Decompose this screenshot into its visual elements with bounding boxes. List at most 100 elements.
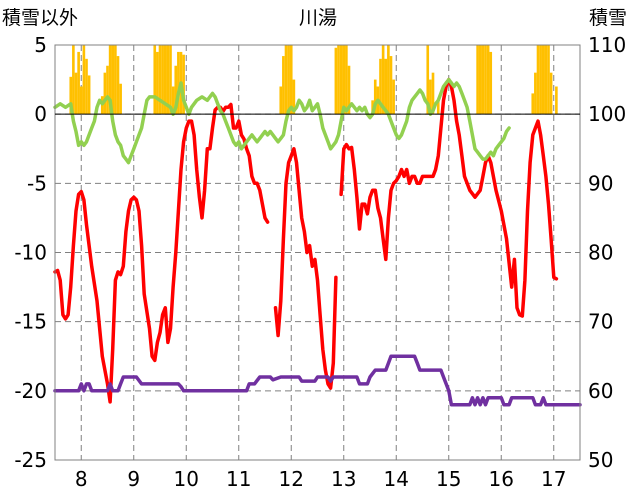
snow-bar — [384, 58, 388, 115]
y-left-tick-label: -15 — [14, 310, 47, 334]
snow-bar — [342, 45, 346, 115]
y-left-tick-label: 0 — [34, 102, 47, 126]
snow-bar — [169, 45, 172, 115]
snow-bar — [339, 45, 343, 115]
right-axis-title: 積雪 — [589, 7, 627, 29]
snow-bar — [119, 83, 122, 115]
snow-bar — [431, 72, 435, 115]
snowfall-bars — [69, 45, 558, 115]
snow-bar — [111, 45, 115, 115]
green-series-line — [53, 77, 511, 165]
snow-bar — [381, 45, 385, 115]
snow-bar — [72, 45, 75, 115]
snow-bar — [69, 76, 73, 115]
y-left-tick-label: -10 — [14, 241, 47, 265]
plot-frame — [54, 44, 581, 461]
snow-bar — [389, 56, 393, 115]
snow-bar — [531, 93, 535, 115]
x-tick-label: 16 — [489, 467, 514, 491]
snow-bar — [74, 72, 78, 115]
snow-bar — [544, 45, 548, 115]
snow-bar — [79, 86, 83, 115]
snow-bar — [489, 51, 493, 115]
y-right-tick-label: 110 — [588, 33, 626, 57]
left-axis-title: 積雪以外 — [2, 7, 78, 29]
snow-bar — [103, 72, 107, 115]
snow-bar — [114, 45, 117, 115]
snow-bar — [486, 45, 490, 115]
snow-bar — [116, 56, 120, 115]
snow-bar — [161, 45, 164, 115]
snow-bar — [337, 45, 340, 115]
snow-bar — [166, 45, 170, 115]
snow-bar — [555, 86, 558, 115]
y-left-tick-label: -25 — [14, 448, 47, 472]
snow-bar — [334, 47, 338, 115]
snow-bar — [279, 86, 283, 115]
snow-bar — [282, 56, 285, 115]
purple-series-line — [53, 354, 582, 407]
snow-bar — [429, 79, 432, 115]
snow-bar — [77, 51, 80, 115]
snow-bar — [287, 45, 290, 115]
snow-bar — [163, 45, 167, 115]
series-lines — [53, 77, 582, 407]
snow-bar — [534, 72, 537, 115]
snow-bar — [158, 45, 162, 115]
snow-bar — [292, 79, 296, 115]
y-right-tick-label: 70 — [588, 310, 613, 334]
snow-bar — [174, 65, 178, 115]
snow-bar — [347, 65, 351, 115]
snow-bar — [436, 100, 440, 115]
x-tick-label: 17 — [541, 467, 566, 491]
snow-bar — [182, 54, 185, 115]
snow-bar — [177, 51, 180, 115]
snow-bar — [284, 45, 288, 115]
snow-bar — [373, 79, 377, 115]
snow-bar — [153, 45, 157, 115]
snow-bar — [108, 45, 112, 115]
snow-bar — [345, 45, 348, 115]
snow-bar — [289, 45, 293, 115]
snow-bar — [476, 45, 479, 115]
snow-bar — [539, 45, 542, 115]
snow-bar — [156, 51, 159, 115]
snow-bar — [379, 58, 382, 115]
y-left-tick-label: -20 — [14, 379, 47, 403]
snow-bar — [171, 86, 175, 115]
y-left-tick-label: 5 — [34, 33, 47, 57]
snow-bar — [481, 45, 485, 115]
snow-bar — [82, 45, 86, 115]
snow-bar — [426, 45, 430, 115]
snow-bar — [478, 45, 482, 115]
snow-bar — [549, 72, 553, 115]
x-tick-label: 10 — [174, 467, 199, 491]
y-right-tick-label: 90 — [588, 171, 613, 195]
snow-bar — [547, 45, 550, 115]
snow-bar — [536, 45, 540, 115]
snow-bar — [106, 65, 109, 115]
y-right-tick-label: 60 — [588, 379, 613, 403]
snow-bar — [87, 75, 91, 115]
y-right-tick-label: 80 — [588, 241, 613, 265]
y-right-tick-label: 100 — [588, 102, 626, 126]
x-tick-label: 8 — [75, 467, 88, 491]
x-tick-label: 13 — [331, 467, 356, 491]
red-series-line — [53, 77, 559, 404]
plot-border — [54, 44, 581, 461]
snow-bar — [387, 45, 390, 115]
y-right-tick-label: 50 — [588, 448, 613, 472]
x-tick-label: 9 — [127, 467, 140, 491]
y-left-tick-label: -5 — [27, 171, 47, 195]
snow-bar — [392, 79, 395, 115]
snow-bar — [85, 58, 88, 115]
x-tick-label: 15 — [436, 467, 461, 491]
x-tick-label: 14 — [384, 467, 409, 491]
chart-title: 川湯 — [299, 7, 337, 29]
snow-bar — [484, 45, 487, 115]
x-tick-label: 11 — [226, 467, 251, 491]
x-tick-label: 12 — [279, 467, 304, 491]
snow-bar — [541, 45, 545, 115]
